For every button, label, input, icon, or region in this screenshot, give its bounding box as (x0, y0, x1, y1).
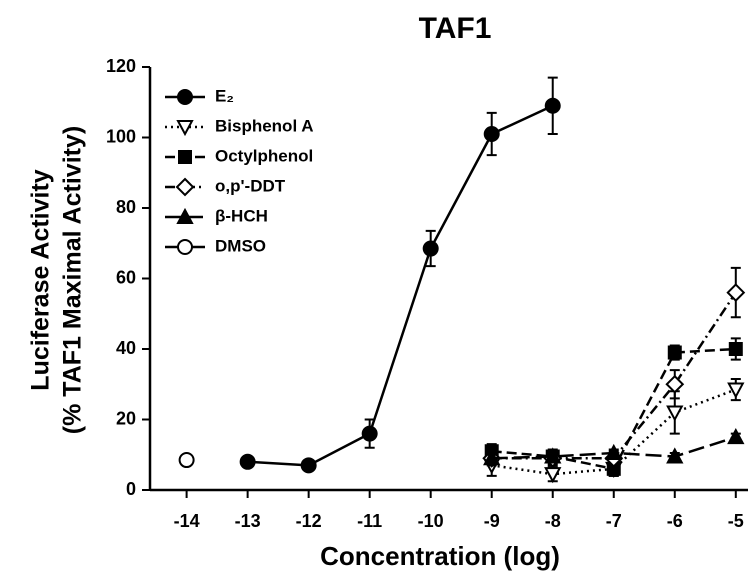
chart-title: TAF1 (419, 12, 492, 45)
marker (727, 428, 745, 445)
x-tick-label: -6 (667, 511, 683, 531)
x-tick-label: -13 (235, 511, 261, 531)
marker (726, 283, 746, 303)
x-tick-label: -9 (484, 511, 500, 531)
marker (361, 425, 378, 442)
marker (605, 443, 623, 460)
marker (544, 467, 562, 484)
series-line (247, 104, 554, 467)
y-tick-label: 60 (116, 267, 136, 287)
legend-marker (177, 89, 193, 105)
legend-label: DMSO (215, 236, 266, 255)
legend-label: o,p'-DDT (215, 176, 286, 195)
y-tick-label: 80 (116, 197, 136, 217)
x-tick-label: -10 (418, 511, 444, 531)
marker (727, 382, 745, 399)
x-tick-label: -14 (174, 511, 200, 531)
marker (665, 374, 685, 394)
marker (300, 457, 317, 474)
legend-marker (176, 120, 194, 137)
marker (178, 452, 195, 469)
marker (544, 447, 562, 464)
y-tick-label: 20 (116, 408, 136, 428)
x-tick-label: -12 (296, 511, 322, 531)
x-axis-label: Concentration (log) (320, 541, 560, 571)
y-tick-label: 0 (126, 479, 136, 499)
marker (666, 405, 684, 422)
x-tick-label: -7 (606, 511, 622, 531)
legend-marker (177, 239, 193, 255)
legend-marker (176, 207, 194, 224)
legend-marker (175, 177, 195, 197)
y-tick-label: 120 (106, 56, 136, 76)
marker (483, 125, 500, 142)
marker (728, 342, 743, 356)
legend-label: β-HCH (215, 206, 268, 225)
marker (666, 447, 684, 464)
y-tick-label: 100 (106, 126, 136, 146)
x-tick-label: -5 (728, 511, 744, 531)
marker (422, 240, 439, 257)
legend-marker (178, 150, 192, 164)
marker (667, 345, 682, 360)
marker (483, 449, 501, 466)
x-tick-label: -11 (357, 511, 382, 531)
y-tick-label: 40 (116, 338, 136, 358)
legend-label: Bisphenol A (215, 116, 314, 135)
marker (239, 453, 256, 470)
y-axis-label: Luciferase Activity (27, 169, 55, 390)
x-tick-label: -8 (545, 511, 561, 531)
marker (544, 97, 561, 114)
y-axis-label: (% TAF1 Maximal Activity) (59, 126, 87, 434)
series-line (491, 291, 737, 460)
legend-label: E₂ (215, 86, 234, 105)
legend-label: Octylphenol (215, 146, 313, 165)
